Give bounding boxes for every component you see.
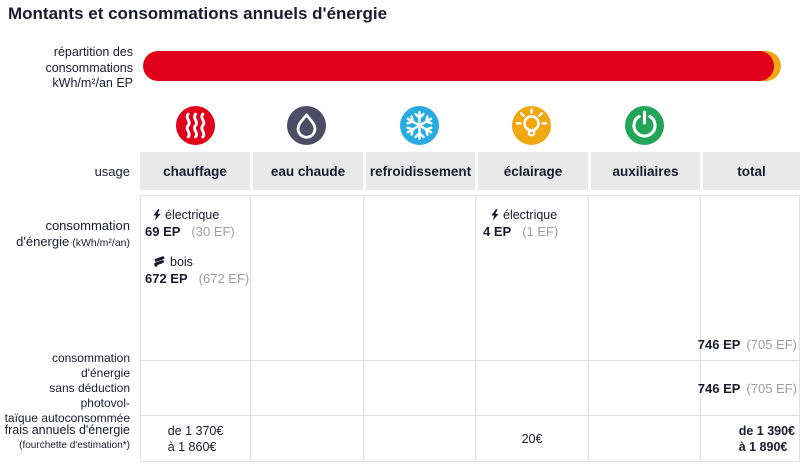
value-ep: 69 EP [145,224,181,239]
energy-source-label: électrique [503,208,558,222]
column-header-auxiliaires: auxiliaires [588,152,700,190]
energy-values: 4 EP (1 EF) [483,224,585,239]
cell-nopv-eclairage [475,361,588,416]
column-header-total: total [700,152,800,190]
total-ep: 746 EP [697,380,741,396]
energy-values: 672 EP (672 EF) [145,271,250,286]
column-header-refroidissement: refroidissement [363,152,475,190]
consumption-distribution-bar [143,51,781,81]
cell-consumption-refroidissement [363,195,475,361]
cell-cost-auxiliaires [588,416,700,462]
energy-source: électrique [491,208,585,222]
cell-nopv-refroidissement [363,361,475,416]
icons-row-total-spacer [700,103,800,147]
value-ep: 4 EP [483,224,512,239]
energy-entry: bois 672 EP (672 EF) [145,255,250,286]
row-label-annual-cost: frais annuels d'énergie (fourchette d'es… [0,416,140,462]
power-icon [588,103,700,147]
bolt-icon [491,209,499,221]
icons-row-spacer [0,103,140,147]
row-label-no-pv-deduction: consommation d'énergie sans déduction ph… [4,351,130,425]
energy-source-label: bois [170,255,193,269]
cell-consumption-auxiliaires [588,195,700,361]
column-header-eclairage: éclairage [475,152,588,190]
cell-consumption-eau-chaude [250,195,363,361]
energy-values: 69 EP (30 EF) [145,224,247,239]
total-ef: (705 EF) [746,380,797,396]
cell-cost-eclairage: 20€ [475,416,588,462]
cell-consumption-eclairage: électrique 4 EP (1 EF) [475,195,588,361]
heating-icon [140,103,250,147]
cell-cost-chauffage: de 1 370€ à 1 860€ [140,416,250,462]
snowflake-icon [363,103,475,147]
cost-value: de 1 370€ à 1 860€ [167,423,224,454]
cell-consumption-total: 746 EP (705 EF) [697,195,800,361]
energy-source: bois [153,255,247,269]
value-ef: (672 EF) [198,271,250,286]
value-ef: (30 EF) [191,224,235,239]
energy-entry: électrique 69 EP (30 EF) [145,208,247,239]
total-ep: 746 EP [697,337,741,352]
row-label-consumption-text: consommation d'énergie [16,218,130,249]
cost-value: 20€ [521,431,543,446]
energy-source-label: électrique [165,208,220,222]
cost-total-value: de 1 390€ à 1 890€ [738,423,795,454]
bolt-icon [153,209,161,221]
water-drop-icon [250,103,363,147]
value-ep: 672 EP [145,271,188,286]
cell-nopv-eau-chaude [250,361,363,416]
total-ef: (705 EF) [746,337,797,352]
energy-entry: électrique 4 EP (1 EF) [483,208,585,239]
row-label-consumption: consommation d'énergie (kWh/m²/an) [0,195,140,361]
distribution-bar-label: répartition des consommations kWh/m²/an … [45,45,133,90]
page-title: Montants et consommations annuels d'éner… [8,4,388,23]
cell-cost-eau-chaude [250,416,363,462]
cell-nopv-auxiliaires [588,361,700,416]
cell-cost-refroidissement [363,416,475,462]
cell-nopv-total: 746 EP (705 EF) [697,361,800,416]
row-label-annual-cost-note: (fourchette d'estimation*) [19,440,130,451]
column-header-chauffage: chauffage [140,152,250,190]
row-label-consumption-unit: (kWh/m²/an) [72,237,130,249]
usage-label: usage [94,163,130,179]
table-header-row: usage chauffage eau chaude refroidisseme… [0,152,800,190]
cell-nopv-chauffage [140,361,250,416]
usage-icons-row [0,103,800,147]
table-body: consommation d'énergie (kWh/m²/an) électr… [0,195,800,462]
wood-icon [154,256,165,267]
row-label-annual-cost-text: frais annuels d'énergie [4,423,130,437]
value-ef: (1 EF) [522,224,559,239]
energy-source: électrique [153,208,247,222]
bar-segment-chauffage [143,51,774,81]
lightbulb-icon [475,103,588,147]
cell-cost-total: de 1 390€ à 1 890€ [700,416,800,462]
cell-consumption-chauffage: électrique 69 EP (30 EF) bois 672 EP (672 … [140,195,250,361]
column-header-eau-chaude: eau chaude [250,152,363,190]
